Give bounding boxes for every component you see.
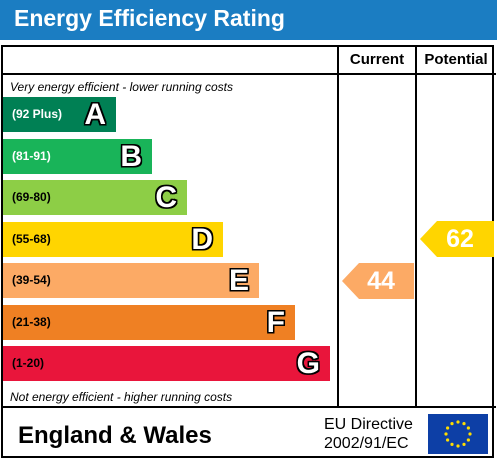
band-g: (1-20) G <box>3 346 330 381</box>
top-caption: Very energy efficient - lower running co… <box>10 80 233 94</box>
band-letter: A <box>84 98 106 131</box>
band-range-label: (81-91) <box>12 148 51 163</box>
band-range-label: (39-54) <box>12 273 51 287</box>
band-f: (21-38) F <box>3 304 295 340</box>
eu-star-icon <box>446 426 450 430</box>
eu-star-icon <box>450 422 454 426</box>
potential-rating-arrow-shape <box>420 221 494 257</box>
current-rating-arrow-value: 44 <box>367 266 395 295</box>
band-letter: B <box>120 139 142 173</box>
eu-directive: EU Directive 2002/91/EC <box>324 415 413 453</box>
eu-star-icon <box>462 422 466 426</box>
potential-rating-arrow: 62 <box>420 221 494 257</box>
eu-star-icon <box>462 442 466 446</box>
eu-star-icon <box>456 444 460 448</box>
eu-star-icon <box>466 426 470 430</box>
eu-star-icon <box>466 438 470 442</box>
band-letter: E <box>228 264 249 297</box>
eu-star-icon <box>444 432 448 436</box>
current-rating-arrow-shape <box>342 262 414 299</box>
bottom-caption: Not energy efficient - higher running co… <box>10 390 233 404</box>
potential-column-header: Potential <box>424 51 488 68</box>
current-rating-arrow: 44 <box>342 262 414 299</box>
eu-star-icon <box>456 420 460 424</box>
header-bar: Energy Efficiency Rating <box>0 0 497 40</box>
current-column-header: Current <box>349 51 405 68</box>
directive-line-2: 2002/91/EC <box>324 435 409 452</box>
region-label: England & Wales <box>18 422 212 449</box>
band-e: (39-54) E <box>3 263 259 298</box>
potential-rating-arrow-value: 62 <box>446 225 474 253</box>
band-letter: C <box>155 181 177 214</box>
eu-flag-icon <box>428 414 488 454</box>
band-letter: G <box>296 347 320 380</box>
band-letter: D <box>191 222 213 256</box>
band-c: (69-80) C <box>3 180 187 215</box>
band-range-label: (55-68) <box>12 231 51 246</box>
band-range-label: (69-80) <box>12 190 51 204</box>
chart-title: Energy Efficiency Rating <box>14 5 285 31</box>
footer-row-divider <box>1 406 496 408</box>
band-d: (55-68) D <box>3 221 223 257</box>
directive-line-1: EU Directive <box>324 416 413 433</box>
header-row-divider <box>1 73 496 75</box>
band-a: (92 Plus) A <box>3 97 116 132</box>
band-b: (81-91) B <box>3 138 152 174</box>
potential-column-divider <box>415 45 417 408</box>
current-column-divider <box>337 45 339 408</box>
eu-star-icon <box>446 438 450 442</box>
eu-star-icon <box>450 442 454 446</box>
band-range-label: (1-20) <box>12 356 45 370</box>
band-range-label: (92 Plus) <box>12 107 63 121</box>
band-range-label: (21-38) <box>12 314 51 329</box>
eu-star-icon <box>468 432 472 436</box>
band-letter: F <box>266 305 285 339</box>
